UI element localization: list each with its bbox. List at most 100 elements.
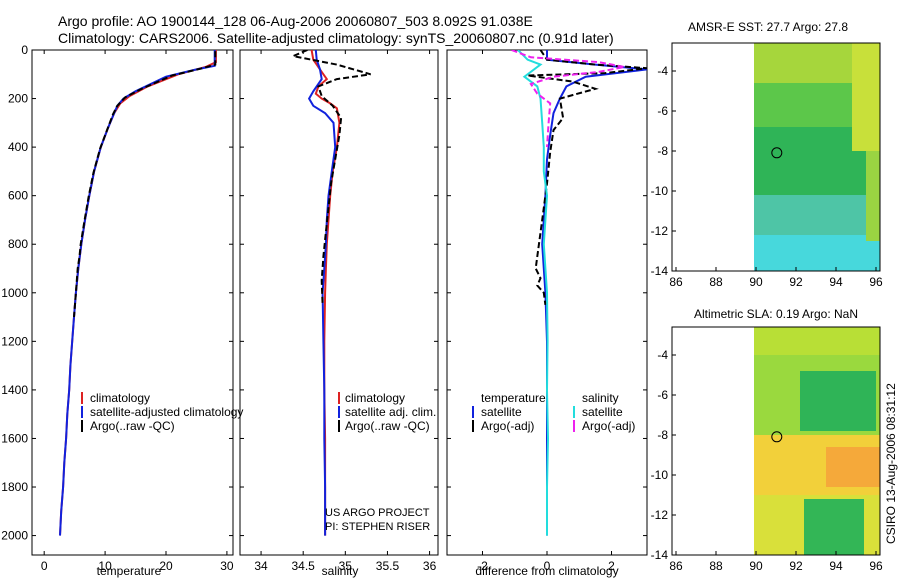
x-tick-label: 94 bbox=[829, 275, 843, 289]
y-tick-label: -10 bbox=[651, 184, 669, 198]
y-tick-label: -14 bbox=[651, 548, 669, 562]
argo-position-marker bbox=[771, 147, 783, 159]
temperature-legend: climatology satellite-adjusted climatolo… bbox=[81, 391, 243, 433]
map-field-patch bbox=[754, 195, 880, 235]
credit-label: CSIRO 13-Aug-2006 08:31:12 bbox=[884, 383, 898, 544]
x-tick-label: 0 bbox=[41, 559, 48, 573]
plot-frame bbox=[239, 49, 439, 556]
map-field-patch bbox=[800, 371, 876, 431]
legend-sal-argo-label: Argo(-adj) bbox=[582, 419, 635, 433]
x-tick-label: 10 bbox=[98, 559, 112, 573]
y-tick-label: 1800 bbox=[1, 480, 28, 494]
legend-argo-label: Argo(..raw -QC) bbox=[90, 419, 175, 433]
map-field-patch bbox=[754, 235, 880, 271]
legend-satellite-label: satellite adj. clim. bbox=[345, 405, 436, 419]
sst-map-title: AMSR-E SST: 27.7 Argo: 27.8 bbox=[688, 20, 848, 34]
y-tick-label: -4 bbox=[657, 348, 668, 362]
series-temperature-satellite bbox=[541, 50, 647, 536]
y-tick-label: -6 bbox=[657, 388, 668, 402]
legend-temp-argo-label: Argo(-adj) bbox=[481, 419, 534, 433]
x-tick-label: 96 bbox=[869, 559, 883, 573]
salinity-plot: 34 34.5 35 35.5 36 bbox=[239, 49, 439, 573]
x-tick-label: 35 bbox=[339, 559, 353, 573]
plot-frame bbox=[31, 49, 234, 556]
series-group bbox=[289, 50, 371, 536]
salinity-xlabel: salinity bbox=[322, 564, 359, 578]
y-tick-label: 1600 bbox=[1, 431, 28, 445]
legend-satellite-label: satellite-adjusted climatology bbox=[90, 405, 243, 419]
y-tick-label: -4 bbox=[657, 64, 668, 78]
argo-position-marker bbox=[771, 431, 783, 443]
series-salinity-satellite bbox=[517, 50, 550, 536]
sla-map: 86 88 90 92 94 96 -4 -6 -8 -10 -12 -14 bbox=[651, 326, 883, 573]
x-tick-label: 86 bbox=[669, 275, 683, 289]
x-tick-label: 34 bbox=[254, 559, 268, 573]
sla-map-title: Altimetric SLA: 0.19 Argo: NaN bbox=[694, 307, 858, 321]
series-argo bbox=[73, 51, 217, 318]
y-tick-label: -10 bbox=[651, 468, 669, 482]
sla-map-panel: Altimetric SLA: 0.19 Argo: NaN 86 88 90 92 9… bbox=[651, 307, 883, 573]
pi-label: PI: STEPHEN RISER bbox=[325, 521, 430, 533]
temperature-xlabel: temperature bbox=[97, 564, 162, 578]
difference-xlabel: difference from climatology bbox=[475, 564, 618, 578]
legend-sal-satellite-label: satellite bbox=[582, 405, 623, 419]
x-tick-label: 30 bbox=[220, 559, 234, 573]
y-tick-label: -6 bbox=[657, 104, 668, 118]
temperature-plot: 0 10 20 30 0 200 400 600 800 1000 1200 1400 1600 1800… bbox=[1, 43, 234, 573]
x-tick-label: 92 bbox=[789, 275, 803, 289]
series-climatology bbox=[59, 50, 217, 536]
y-tick-label: -14 bbox=[651, 264, 669, 278]
x-tick-label: 88 bbox=[709, 559, 723, 573]
y-tick-label: 2000 bbox=[1, 529, 28, 543]
series-group bbox=[59, 50, 217, 536]
legend-climatology-label: climatology bbox=[345, 391, 405, 405]
x-tick-label: 34.5 bbox=[292, 559, 316, 573]
difference-plot: -2 0 2 bbox=[446, 49, 648, 573]
x-tick-label: 2 bbox=[608, 559, 615, 573]
legend-argo-label: Argo(..raw -QC) bbox=[345, 419, 430, 433]
legend-salinity-heading: salinity bbox=[582, 391, 619, 405]
y-tick-label: 800 bbox=[8, 237, 28, 251]
figure-title-line2: Climatology: CARS2006. Satellite-adjuste… bbox=[58, 30, 614, 46]
series-satellite bbox=[307, 50, 337, 536]
y-tick-label: -8 bbox=[657, 428, 668, 442]
map-field-patch bbox=[754, 327, 880, 355]
legend-temp-satellite-label: satellite bbox=[481, 405, 522, 419]
figure-title-line1: Argo profile: AO 1900144_128 06-Aug-2006… bbox=[58, 13, 533, 29]
series-group bbox=[511, 50, 647, 536]
temperature-panel: 0 10 20 30 0 200 400 600 800 1000 1200 1400 1600 1800… bbox=[1, 43, 243, 578]
y-tick-label: 400 bbox=[8, 140, 28, 154]
x-tick-label: 92 bbox=[789, 559, 803, 573]
map-frame bbox=[671, 326, 881, 556]
y-tick-label: 600 bbox=[8, 189, 28, 203]
map-field-patch bbox=[804, 499, 864, 555]
x-tick-label: 94 bbox=[829, 559, 843, 573]
x-tick-label: 86 bbox=[669, 559, 683, 573]
map-frame bbox=[671, 42, 881, 272]
sst-map-panel: AMSR-E SST: 27.7 Argo: 27.8 86 88 90 92 94 96… bbox=[651, 20, 883, 289]
map-field-patch bbox=[826, 447, 880, 487]
sst-map: 86 88 90 92 94 96 -4 -6 -8 -10 -12 -14 bbox=[651, 42, 883, 289]
series-argo bbox=[289, 50, 371, 305]
salinity-panel: 34 34.5 35 35.5 36 salinity climatology sate… bbox=[239, 49, 439, 578]
y-tick-label: 200 bbox=[8, 92, 28, 106]
x-tick-label: 36 bbox=[423, 559, 437, 573]
legend-climatology-label: climatology bbox=[90, 391, 150, 405]
map-field-patch bbox=[866, 151, 880, 241]
map-field-patch bbox=[852, 43, 880, 151]
y-tick-label: 1400 bbox=[1, 383, 28, 397]
x-tick-label: -2 bbox=[477, 559, 488, 573]
project-label: US ARGO PROJECT bbox=[325, 507, 430, 519]
x-tick-label: 35.5 bbox=[376, 559, 400, 573]
series-satellite bbox=[59, 50, 216, 536]
x-tick-label: 90 bbox=[749, 275, 763, 289]
series-temperature-argo bbox=[527, 50, 647, 306]
y-tick-label: -8 bbox=[657, 144, 668, 158]
x-tick-label: 90 bbox=[749, 559, 763, 573]
y-tick-label: 0 bbox=[21, 43, 28, 57]
x-tick-label: 0 bbox=[544, 559, 551, 573]
difference-legend: temperature satellite Argo(-adj) salinit… bbox=[472, 391, 635, 433]
legend-temperature-heading: temperature bbox=[481, 391, 546, 405]
y-tick-label: 1200 bbox=[1, 334, 28, 348]
